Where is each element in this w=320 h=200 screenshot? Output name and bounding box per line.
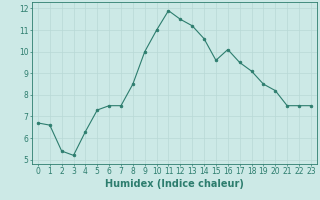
X-axis label: Humidex (Indice chaleur): Humidex (Indice chaleur)	[105, 179, 244, 189]
